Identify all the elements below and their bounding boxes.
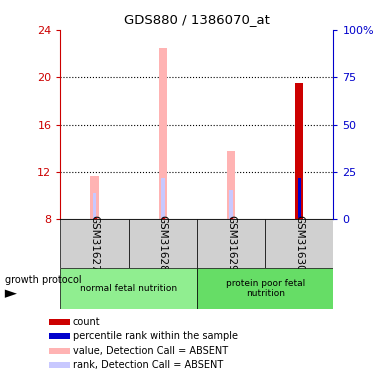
Bar: [60, 268, 197, 309]
Bar: [159, 48, 167, 219]
Bar: [49, 348, 69, 354]
Bar: [227, 151, 235, 219]
Bar: [93, 194, 96, 219]
Bar: [229, 190, 233, 219]
Polygon shape: [5, 290, 17, 298]
Text: percentile rank within the sample: percentile rank within the sample: [73, 332, 238, 342]
Bar: [60, 219, 129, 268]
Text: GSM31630: GSM31630: [294, 215, 304, 272]
Bar: [49, 362, 69, 368]
Text: count: count: [73, 317, 101, 327]
Bar: [295, 83, 303, 219]
Bar: [197, 268, 333, 309]
Bar: [49, 319, 69, 325]
Bar: [129, 219, 197, 268]
Bar: [265, 219, 333, 268]
Text: normal fetal nutrition: normal fetal nutrition: [80, 284, 177, 293]
Bar: [49, 333, 69, 339]
Text: growth protocol: growth protocol: [5, 274, 82, 285]
Text: GSM31628: GSM31628: [158, 215, 168, 272]
Text: GSM31629: GSM31629: [226, 215, 236, 272]
Bar: [197, 219, 265, 268]
Bar: [298, 178, 301, 219]
Bar: [90, 176, 99, 219]
Text: protein poor fetal
nutrition: protein poor fetal nutrition: [225, 279, 305, 298]
Bar: [161, 178, 165, 219]
Text: GSM31627: GSM31627: [90, 215, 99, 272]
Text: value, Detection Call = ABSENT: value, Detection Call = ABSENT: [73, 346, 228, 356]
Title: GDS880 / 1386070_at: GDS880 / 1386070_at: [124, 13, 270, 26]
Text: rank, Detection Call = ABSENT: rank, Detection Call = ABSENT: [73, 360, 223, 370]
